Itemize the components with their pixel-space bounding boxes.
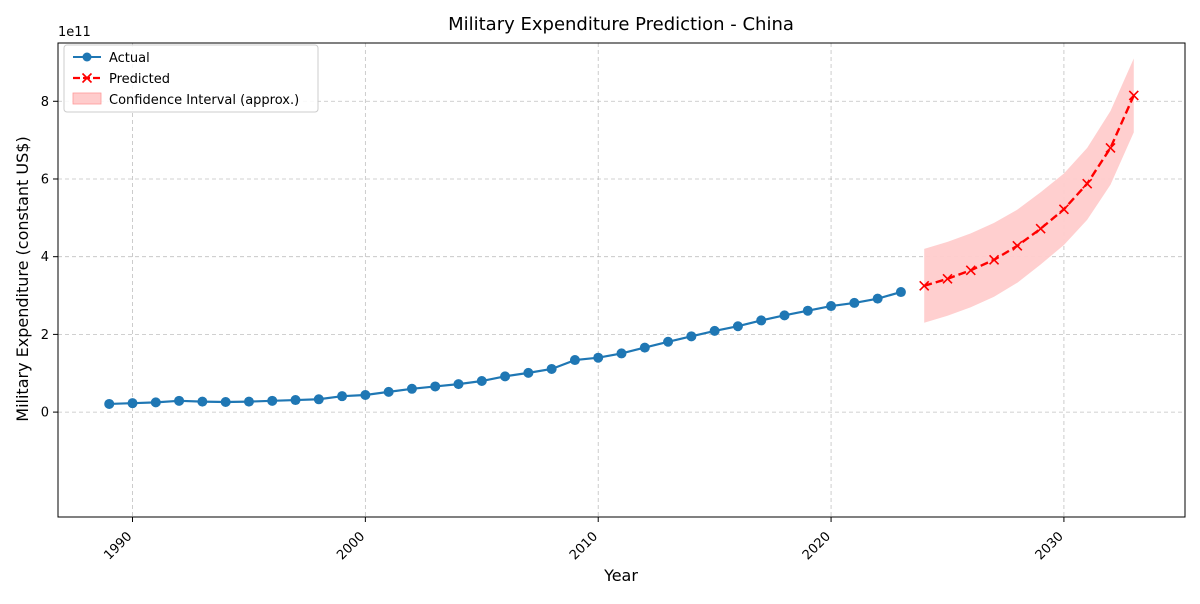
legend-predicted-marker (81, 72, 93, 84)
y-tick-label: 0 (41, 406, 49, 421)
actual-data-point (430, 381, 441, 392)
actual-data-point (569, 355, 580, 366)
actual-data-point (616, 348, 627, 359)
actual-data-point (243, 396, 254, 407)
actual-data-point (593, 352, 604, 363)
legend: Actual Predicted Confidence Interval (ap… (63, 44, 319, 113)
actual-data-point (360, 390, 371, 401)
predicted-data-point (1035, 223, 1046, 234)
actual-data-point (104, 398, 115, 409)
predicted-data-point (1105, 142, 1116, 153)
actual-data-point (337, 391, 348, 402)
y-tick-label: 8 (41, 95, 49, 110)
legend-ci-swatch (72, 92, 102, 105)
plot-frame (57, 42, 1186, 518)
y-axis-label: Military Expenditure (constant US$) (13, 136, 32, 421)
actual-data-point (663, 336, 674, 347)
predicted-data-point (965, 265, 976, 276)
confidence-interval-band (924, 58, 1134, 323)
y-offset-label: 1e11 (58, 25, 91, 40)
actual-data-point (313, 394, 324, 405)
actual-data-point (523, 367, 534, 378)
actual-data-point (220, 396, 231, 407)
actual-data-point (639, 342, 650, 353)
actual-data-point (500, 371, 511, 382)
actual-data-point (686, 331, 697, 342)
predicted-data-point (1012, 240, 1023, 251)
predicted-series-line (923, 94, 1135, 287)
predicted-data-point (1058, 204, 1069, 215)
actual-data-point (127, 398, 138, 409)
actual-data-point (849, 297, 860, 308)
legend-box (63, 44, 319, 113)
actual-data-point (267, 395, 278, 406)
chart-title: Military Expenditure Prediction - China (448, 14, 794, 35)
actual-data-point (546, 363, 557, 374)
legend-actual-marker (82, 52, 92, 62)
predicted-data-point (919, 280, 930, 291)
actual-data-point (406, 383, 417, 394)
actual-data-point (826, 301, 837, 312)
actual-data-point (709, 325, 720, 336)
actual-data-point (779, 310, 790, 321)
actual-data-point (895, 287, 906, 298)
actual-data-point (150, 397, 161, 408)
y-tick-label: 2 (41, 328, 49, 343)
actual-data-point (290, 395, 301, 406)
actual-data-point (476, 376, 487, 387)
x-axis-label: Year (603, 566, 638, 585)
predicted-data-point (1128, 90, 1139, 101)
actual-data-point (732, 321, 743, 332)
predicted-data-point (988, 254, 1000, 265)
legend-actual-label: Actual (109, 51, 150, 66)
legend-predicted-label: Predicted (109, 72, 170, 87)
actual-data-point (383, 386, 394, 397)
grid-lines (58, 43, 1185, 517)
predicted-data-point (1082, 178, 1093, 189)
actual-data-point (872, 293, 883, 304)
series-layer (104, 90, 1139, 409)
y-tick-label: 4 (41, 250, 49, 265)
confidence-band-layer (924, 58, 1134, 323)
actual-data-point (174, 395, 185, 406)
actual-data-point (197, 396, 208, 407)
actual-data-point (756, 315, 767, 326)
y-tick-label: 6 (41, 172, 49, 187)
actual-data-point (802, 305, 813, 316)
actual-data-point (453, 379, 464, 390)
predicted-data-point (942, 273, 953, 284)
legend-ci-label: Confidence Interval (approx.) (109, 93, 299, 108)
